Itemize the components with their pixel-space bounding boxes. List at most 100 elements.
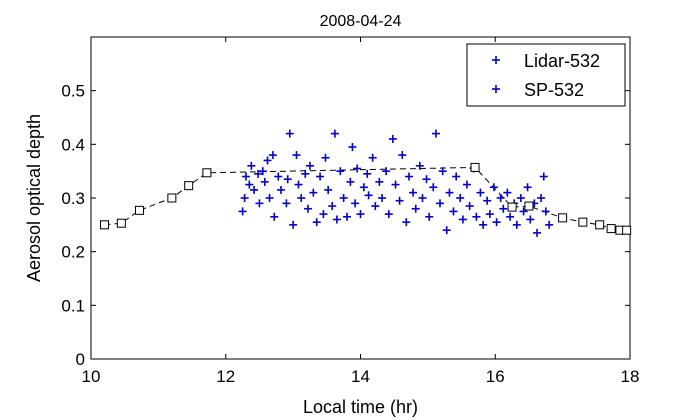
lidar-point-5 <box>250 185 259 194</box>
lidar-point-44 <box>363 169 372 178</box>
lidar-point-80 <box>483 196 492 205</box>
lidar-point-1 <box>240 194 249 202</box>
sp-point-14 <box>622 225 632 235</box>
lidar-point-30 <box>321 153 330 162</box>
lidar-point-42 <box>356 210 365 219</box>
lidar-point-83 <box>492 218 501 227</box>
lidar-point-91 <box>519 207 528 216</box>
lidar-point-68 <box>442 226 451 235</box>
sp-point-9 <box>558 213 568 223</box>
x-tick-label-3: 16 <box>486 367 505 386</box>
lidar-point-34 <box>332 215 341 224</box>
lidar-point-32 <box>328 202 337 211</box>
lidar-point-23 <box>301 169 310 178</box>
lidar-point-82 <box>489 183 498 192</box>
lidar-point-3 <box>245 180 254 189</box>
lidar-point-50 <box>382 167 391 176</box>
sp-point-0 <box>99 220 109 230</box>
lidar-point-21 <box>294 180 303 189</box>
lidar-point-20 <box>292 151 301 160</box>
lidar-point-8 <box>258 167 267 176</box>
x-tick-label-2: 14 <box>351 367 370 386</box>
lidar-point-0 <box>238 207 247 216</box>
lidar-point-63 <box>425 212 434 221</box>
sp-point-1 <box>116 218 126 228</box>
lidar-point-53 <box>391 180 400 189</box>
lidar-point-33 <box>330 129 339 138</box>
lidar-point-54 <box>395 196 404 205</box>
lidar-point-6 <box>254 169 263 178</box>
sp-point-6 <box>470 162 480 172</box>
lidar-point-16 <box>282 199 291 208</box>
legend-marker-0 <box>492 56 500 64</box>
series-line-sp-532 <box>104 166 627 231</box>
lidar-point-18 <box>285 129 294 138</box>
lidar-point-14 <box>274 172 283 181</box>
lidar-point-95 <box>533 228 542 237</box>
lidar-point-26 <box>309 188 318 197</box>
lidar-point-45 <box>364 191 373 200</box>
lidar-point-31 <box>324 185 333 194</box>
x-axis-label: Local time (hr) <box>303 397 418 417</box>
lidar-point-65 <box>431 129 440 138</box>
lidar-point-84 <box>496 194 505 202</box>
lidar-point-17 <box>283 175 292 184</box>
lidar-point-86 <box>503 188 512 197</box>
lidar-point-64 <box>429 183 438 192</box>
lidar-point-43 <box>359 183 368 192</box>
lidar-point-27 <box>312 218 321 227</box>
legend-marker-1 <box>492 85 500 93</box>
legend-box <box>466 43 626 107</box>
lidar-point-49 <box>378 194 387 202</box>
lidar-point-67 <box>438 167 447 176</box>
chart-title: 2008-04-24 <box>320 13 402 30</box>
lidar-point-22 <box>297 194 306 202</box>
lidar-point-19 <box>289 220 298 229</box>
lidar-point-24 <box>303 204 312 213</box>
lidar-point-15 <box>276 185 285 194</box>
y-axis-label: Aerosol optical depth <box>24 114 44 282</box>
lidar-point-28 <box>316 172 325 181</box>
lidar-point-97 <box>539 172 548 181</box>
x-tick-label-4: 18 <box>621 367 640 386</box>
sp-point-8 <box>524 201 534 211</box>
lidar-point-59 <box>411 204 420 213</box>
lidar-point-39 <box>348 143 357 152</box>
lidar-point-13 <box>270 212 279 221</box>
lidar-point-38 <box>346 177 355 186</box>
lidar-point-36 <box>339 194 348 202</box>
lidar-point-35 <box>336 167 345 176</box>
legend-items: Lidar-532 SP-532 <box>492 51 600 100</box>
lidar-point-25 <box>305 161 314 170</box>
lidar-point-78 <box>476 188 485 197</box>
y-tick-label-2: 0.2 <box>61 243 85 262</box>
lidar-point-69 <box>445 188 454 197</box>
lidar-point-79 <box>479 220 488 229</box>
lidar-point-98 <box>541 207 550 216</box>
lidar-point-29 <box>319 210 328 219</box>
lidar-point-52 <box>388 134 397 143</box>
sp-point-11 <box>595 220 605 230</box>
lidar-point-60 <box>415 161 424 170</box>
lidar-point-87 <box>506 212 515 221</box>
lidar-point-66 <box>436 199 445 208</box>
lidar-point-11 <box>265 194 274 202</box>
lidar-point-51 <box>384 210 393 219</box>
lidar-point-81 <box>485 210 494 219</box>
lidar-point-47 <box>371 202 380 211</box>
lidar-point-62 <box>422 175 431 184</box>
sp-point-4 <box>184 181 194 191</box>
lidar-point-2 <box>241 172 250 181</box>
lidar-point-92 <box>523 183 532 192</box>
lidar-point-57 <box>405 172 414 181</box>
y-tick-label-0: 0 <box>76 350 85 369</box>
lidar-point-96 <box>537 194 546 202</box>
lidar-point-55 <box>398 151 407 160</box>
sp-point-7 <box>507 202 517 212</box>
lidar-point-56 <box>402 218 411 227</box>
lidar-point-46 <box>368 153 377 162</box>
lidar-point-10 <box>263 156 272 165</box>
lidar-point-7 <box>255 199 264 208</box>
legend-label-1: SP-532 <box>524 80 584 100</box>
lidar-point-41 <box>353 164 362 173</box>
